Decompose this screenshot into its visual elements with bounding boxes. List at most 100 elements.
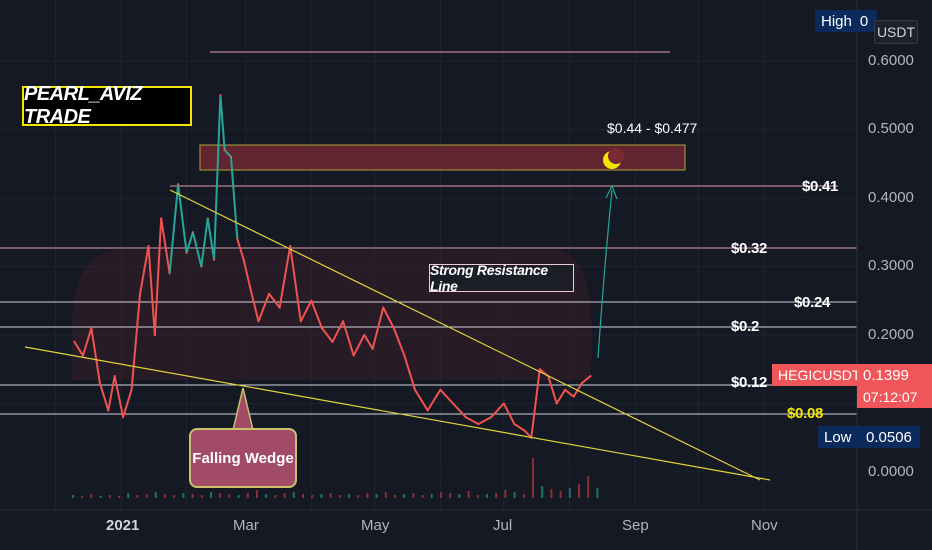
volume-bar: [495, 493, 498, 498]
price-segment: [439, 388, 455, 405]
price-segment: [268, 292, 281, 309]
price-point: [139, 292, 142, 295]
price-point: [452, 402, 455, 405]
price-segment: [98, 381, 110, 412]
volume-bar: [504, 490, 507, 498]
price-point: [236, 238, 239, 241]
price-segment: [530, 368, 541, 439]
price-segment: [81, 327, 93, 357]
volume-bar: [191, 494, 194, 498]
price-point: [147, 244, 150, 247]
price-segment: [130, 292, 142, 391]
price-point: [90, 327, 93, 330]
price-point: [320, 327, 323, 330]
price-point: [223, 149, 226, 152]
volume-bar: [366, 493, 369, 498]
price-segment: [229, 155, 239, 241]
volume-bar: [486, 494, 488, 498]
high-label: High 0: [815, 10, 877, 32]
volume-bar: [394, 495, 396, 498]
price-point: [513, 423, 516, 426]
low-label: Low: [818, 426, 860, 448]
volume-bars: [72, 458, 599, 498]
level-label-032: $0.32: [731, 240, 768, 257]
price-segment: [257, 292, 271, 323]
price-segment: [564, 388, 575, 398]
price-tick-00: 0.0000: [868, 463, 914, 480]
currency-button[interactable]: USDT: [874, 20, 918, 44]
volume-bar: [375, 494, 378, 498]
level-label-024: $0.24: [794, 294, 831, 311]
crescent-moon-icon: [603, 148, 624, 169]
price-segment: [502, 402, 516, 426]
price-segment: [490, 402, 505, 419]
price-point: [113, 375, 116, 378]
volume-bar: [412, 493, 415, 498]
volume-bar: [421, 495, 424, 498]
volume-bar: [449, 493, 452, 498]
price-point: [98, 381, 101, 384]
price-segment: [249, 286, 260, 323]
price-point: [310, 299, 313, 302]
low-value: 0.0506: [860, 426, 920, 448]
volume-bar: [99, 496, 102, 498]
price-point: [278, 306, 281, 309]
volume-bar: [348, 494, 350, 498]
volume-bar: [430, 494, 433, 498]
last-price-tag: 0.1399: [857, 364, 932, 386]
price-segment: [547, 375, 558, 405]
price-point: [564, 388, 567, 391]
brand-logo: PEARL_AVIZ TRADE: [22, 83, 192, 128]
price-segment: [299, 299, 313, 323]
price-point: [523, 429, 526, 432]
price-point: [555, 402, 558, 405]
price-point: [289, 244, 292, 247]
volume-bar: [384, 492, 387, 498]
price-segment: [392, 327, 406, 357]
price-point: [219, 94, 222, 97]
volume-bar: [338, 495, 341, 498]
volume-bar: [145, 494, 148, 498]
price-segment: [352, 334, 366, 357]
price-segment: [452, 402, 467, 419]
volume-bar: [228, 494, 231, 498]
volume-bar: [513, 492, 516, 498]
volume-bar: [200, 495, 203, 498]
price-point: [257, 320, 260, 323]
price-segment: [278, 244, 292, 309]
level-label-02: $0.2: [731, 318, 759, 335]
volume-bar: [311, 495, 314, 498]
price-segment: [426, 388, 442, 412]
price-point: [352, 354, 355, 357]
volume-bar: [173, 495, 176, 498]
volume-bar: [136, 495, 139, 498]
price-point: [122, 416, 125, 419]
price-tick-04: 0.4000: [868, 189, 914, 206]
price-segment: [555, 388, 567, 405]
price-segment: [206, 217, 216, 261]
price-point: [538, 368, 541, 371]
target-zone-label: $0.44 - $0.477: [607, 120, 698, 136]
price-point: [249, 286, 252, 289]
price-segment: [513, 423, 526, 432]
level-label-041: $0.41: [802, 178, 839, 195]
price-segment: [153, 217, 163, 336]
volume-bar: [532, 458, 534, 498]
price-point: [299, 320, 302, 323]
price-point: [229, 155, 232, 158]
price-segment: [477, 416, 493, 426]
volume-bar: [118, 496, 120, 498]
volume-bar: [467, 491, 470, 498]
price-segment: [219, 94, 226, 152]
price-segment: [581, 375, 592, 384]
price-segment: [191, 231, 203, 268]
volume-bar: [476, 495, 479, 498]
volume-bar: [164, 494, 166, 498]
time-tick-mar: Mar: [233, 517, 259, 534]
time-tick-sep: Sep: [622, 517, 649, 534]
price-point: [200, 265, 203, 268]
volume-bar: [568, 488, 571, 498]
target-arrow: [597, 189, 613, 359]
volume-bar: [219, 493, 222, 498]
